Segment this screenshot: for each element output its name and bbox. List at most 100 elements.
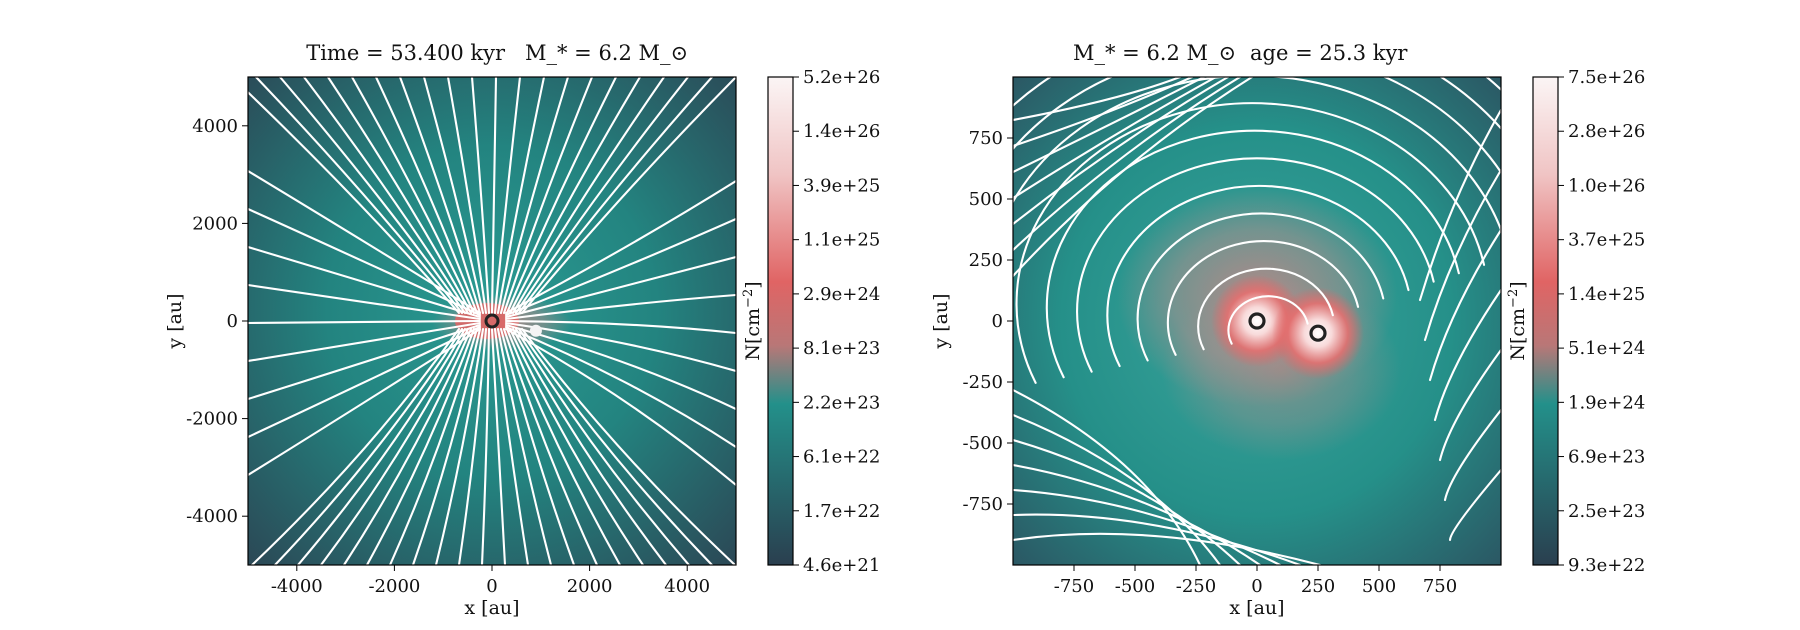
left-plot-area — [248, 77, 736, 565]
streamline — [1418, 108, 1501, 302]
left-title: Time = 53.400 kyr M_* = 6.2 M_⊙ — [306, 41, 688, 65]
y-tick-label: 500 — [969, 189, 1003, 210]
right-colorbar-ticks: 7.5e+26 2.8e+26 1.0e+26 3.7e+25 1.4e+25 5.1e+… — [1558, 67, 1645, 576]
x-tick-label: 0 — [486, 576, 497, 597]
x-tick-label: 0 — [1251, 576, 1262, 597]
streamline — [1013, 77, 1254, 278]
streamline — [511, 327, 668, 565]
streamline — [1013, 532, 1322, 565]
streamline — [504, 255, 736, 319]
streamline — [248, 245, 482, 319]
x-tick-label: -4000 — [271, 576, 323, 597]
streamline — [1106, 184, 1410, 368]
left-y-ticks: 4000 2000 0 -2000 -4000 — [186, 116, 248, 527]
streamline — [248, 321, 482, 363]
streamline — [520, 77, 736, 315]
density-map — [248, 77, 736, 565]
y-tick-label: 250 — [969, 250, 1003, 271]
streamline — [502, 327, 599, 565]
secondary-clump — [529, 324, 542, 337]
streamline — [342, 327, 473, 565]
streamline — [1443, 408, 1501, 502]
streamline — [493, 327, 530, 565]
sink-particle — [484, 313, 500, 329]
streamline — [250, 327, 461, 565]
streamline — [422, 77, 485, 315]
streamline — [1433, 288, 1501, 422]
colorbar-tick-label: 3.9e+25 — [803, 175, 880, 196]
colorbar-tick-label: 7.5e+26 — [1568, 67, 1645, 88]
streamline — [388, 327, 479, 565]
x-tick-label: -2000 — [368, 576, 420, 597]
streamline — [411, 327, 482, 565]
colorbar-tick-label: 1.4e+25 — [1568, 284, 1645, 305]
streamline — [248, 283, 482, 321]
y-tick-label: 750 — [969, 128, 1003, 149]
right-x-ticks: -750 -500 -250 0 250 500 750 — [1054, 565, 1457, 597]
x-tick-label: 750 — [1423, 576, 1457, 597]
left-title-mass: M_* = 6.2 M_⊙ — [525, 41, 688, 65]
streamline — [248, 169, 482, 315]
streamline — [365, 327, 476, 565]
colorbar-tick-label: 1.0e+26 — [1568, 175, 1645, 196]
streamline — [1013, 77, 1501, 131]
streamline — [1448, 468, 1501, 542]
sink-particle — [1248, 312, 1266, 330]
streamline — [273, 327, 464, 565]
y-tick-label: -250 — [963, 372, 1003, 393]
streamline — [470, 77, 491, 315]
streamline — [248, 327, 482, 477]
streamline — [1423, 168, 1501, 342]
right-y-ticks: 750 500 250 0 -250 -500 -750 — [963, 128, 1013, 515]
colorbar-tick-label: 2.8e+26 — [1568, 121, 1645, 142]
streamline — [374, 77, 479, 315]
streamline — [1045, 129, 1460, 379]
colorbar-tick-label: 2.2e+23 — [803, 392, 880, 413]
colorbar-tick-label: 1.4e+26 — [803, 121, 880, 142]
streamline — [1013, 77, 1242, 252]
left-colorbar-ticks: 5.2e+26 1.4e+26 3.9e+25 1.1e+25 2.9e+24 8.1e+… — [793, 67, 880, 576]
streamline — [350, 77, 476, 315]
right-y-axis-label: y [au] — [930, 293, 952, 349]
streamline — [480, 327, 491, 565]
streamline — [1015, 102, 1486, 384]
streamline — [499, 77, 570, 315]
colorbar-tick-label: 1.7e+22 — [803, 501, 880, 522]
streamline — [504, 325, 736, 449]
streamline — [278, 77, 467, 315]
streamline — [1013, 77, 1194, 148]
right-x-axis-label: x [au] — [1229, 597, 1284, 619]
streamline — [514, 77, 690, 315]
colorbar-tick-label: 1.9e+24 — [1568, 392, 1645, 413]
x-tick-label: -500 — [1115, 576, 1155, 597]
colorbar-tick-label: 8.1e+23 — [803, 338, 880, 359]
y-tick-label: -4000 — [186, 506, 238, 527]
x-tick-label: -750 — [1054, 576, 1094, 597]
left-title-time: Time = 53.400 kyr — [306, 41, 506, 65]
colorbar-tick-label: 6.9e+23 — [1568, 447, 1645, 468]
colorbar-tick-label: 6.1e+22 — [803, 447, 880, 468]
right-plot-area — [1013, 77, 1501, 565]
streamline — [1013, 77, 1182, 122]
streamline — [514, 327, 691, 565]
streamline — [434, 327, 485, 565]
colorbar-tick-label: 4.6e+21 — [803, 555, 880, 576]
density-map — [1013, 77, 1501, 565]
streamline — [248, 323, 482, 401]
streamline — [490, 327, 507, 565]
streamline — [1013, 77, 1206, 174]
right-colorbar: 7.5e+26 2.8e+26 1.0e+26 3.7e+25 1.4e+25 5.1e+… — [1506, 67, 1645, 576]
streamline — [1227, 295, 1309, 345]
left-colorbar: 5.2e+26 1.4e+26 3.9e+25 1.1e+25 2.9e+24 8.1e+… — [741, 67, 880, 576]
streamline — [1013, 77, 1230, 226]
streamline — [502, 77, 594, 315]
streamline — [248, 207, 482, 317]
colorbar-tick-label: 3.7e+25 — [1568, 230, 1645, 251]
left-y-axis-label: y [au] — [164, 293, 186, 349]
streamline — [254, 77, 464, 315]
colorbar-tick-label: 5.2e+26 — [803, 67, 880, 88]
colorbar-tick-label: 2.9e+24 — [803, 284, 880, 305]
streamline — [520, 327, 736, 565]
right-colorbar-gradient — [1532, 76, 1559, 566]
